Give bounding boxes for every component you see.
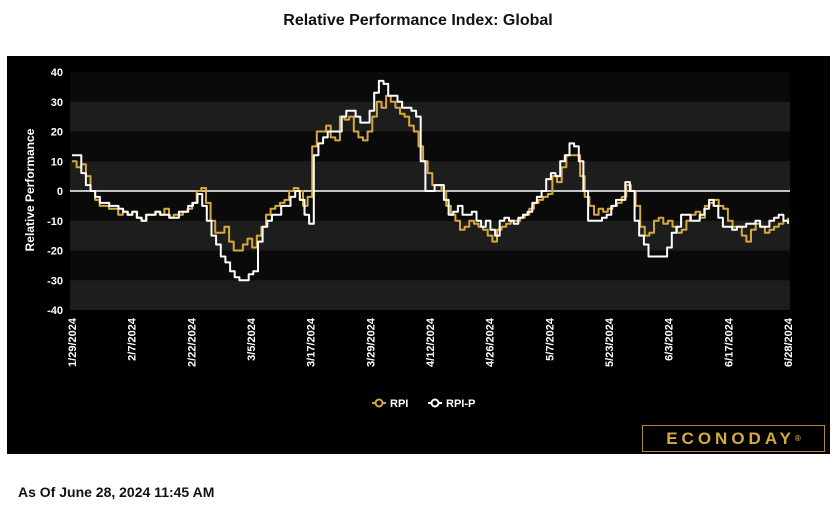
y-tick-label: 10	[51, 156, 63, 168]
x-tick-label: 3/5/2024	[246, 317, 258, 361]
x-axis: 1/29/2024 2/7/2024 2/22/2024 3/5/2024 3/17/2…	[67, 317, 795, 367]
y-tick-label: 0	[57, 186, 63, 198]
legend-label: RPI-P	[446, 398, 475, 410]
x-tick-label: 6/17/2024	[723, 317, 735, 367]
legend-marker	[374, 398, 384, 408]
econoday-logo: ECONODAY®	[642, 425, 825, 452]
plot-band	[70, 161, 790, 191]
x-tick-label: 2/22/2024	[186, 317, 198, 367]
y-tick-label: 40	[51, 67, 63, 79]
x-tick-label: 2/7/2024	[127, 317, 139, 361]
y-tick-label: -30	[47, 275, 63, 287]
legend[interactable]: RPI RPI-P	[372, 398, 475, 410]
x-tick-label: 1/29/2024	[67, 317, 79, 367]
x-tick-label: 4/12/2024	[425, 317, 437, 367]
plot-band	[70, 280, 790, 310]
x-tick-label: 3/17/2024	[306, 317, 318, 367]
series-lines	[72, 79, 789, 282]
x-tick-label: 5/23/2024	[604, 317, 616, 367]
plot-band	[70, 101, 790, 132]
series-line-rpi-p	[72, 79, 789, 282]
x-tick-label: 4/26/2024	[485, 317, 497, 367]
y-tick-label: -10	[47, 216, 63, 228]
y-tick-label: -40	[47, 305, 63, 317]
registered-mark: ®	[794, 434, 801, 443]
brand-name: ECONODAY	[666, 429, 795, 448]
legend-item-rpi[interactable]: RPI	[372, 398, 408, 410]
chart-title: Relative Performance Index: Global	[283, 12, 553, 29]
plot-band	[70, 250, 790, 281]
plot-band	[70, 131, 790, 162]
x-tick-label: 6/3/2024	[664, 317, 676, 361]
x-tick-label: 6/28/2024	[783, 317, 795, 367]
legend-marker	[430, 398, 440, 408]
legend-label: RPI	[390, 398, 408, 410]
plot-band	[70, 72, 790, 102]
x-tick-label: 5/7/2024	[544, 317, 556, 361]
y-tick-label: 30	[51, 97, 63, 109]
y-tick-label: -20	[47, 246, 63, 258]
legend-item-rpi-p[interactable]: RPI-P	[428, 398, 475, 410]
y-tick-label: 20	[51, 127, 63, 139]
y-axis: 40 30 20 10 0 -10 -20 -30 -40	[47, 67, 63, 317]
plot-band	[70, 220, 790, 251]
x-tick-label: 3/29/2024	[365, 317, 377, 367]
y-axis-label: Relative Performance	[23, 128, 37, 251]
as-of-timestamp: As Of June 28, 2024 11:45 AM	[18, 484, 215, 500]
plot-background	[70, 72, 790, 310]
